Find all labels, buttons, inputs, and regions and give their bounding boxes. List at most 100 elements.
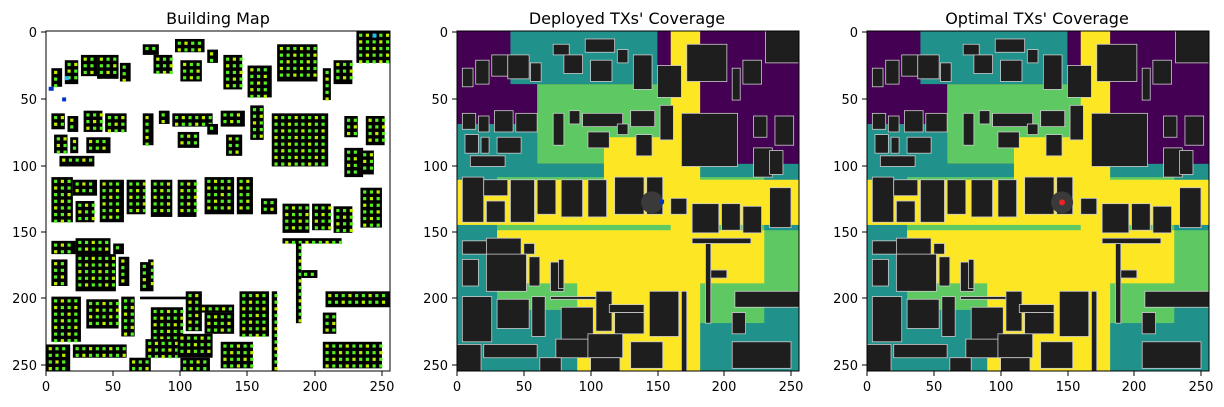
ue-marker xyxy=(321,116,325,120)
ue-marker xyxy=(336,69,340,73)
ue-marker xyxy=(161,355,165,359)
ue-marker xyxy=(95,146,99,150)
ue-marker xyxy=(274,313,278,318)
building xyxy=(710,269,728,279)
ue-marker xyxy=(188,320,192,324)
ue-marker xyxy=(347,125,351,129)
ue-marker xyxy=(359,46,363,51)
ue-marker xyxy=(142,264,146,268)
ue-marker xyxy=(230,357,234,361)
ue-marker xyxy=(78,276,82,280)
ue-marker xyxy=(256,94,261,98)
ue-marker xyxy=(180,343,184,347)
ue-marker xyxy=(232,70,236,75)
ue-marker xyxy=(372,40,376,44)
ue-marker xyxy=(348,300,352,304)
ue-marker xyxy=(54,84,58,88)
ue-marker xyxy=(279,60,284,64)
ue-marker xyxy=(63,150,67,154)
ue-marker xyxy=(91,276,95,280)
x-tick-label: 50 xyxy=(105,380,122,395)
ue-marker xyxy=(285,206,289,210)
ue-marker xyxy=(70,125,74,129)
ue-marker xyxy=(239,77,243,81)
building xyxy=(461,176,485,223)
ue-marker xyxy=(91,283,95,287)
ue-marker xyxy=(115,353,120,357)
ue-marker xyxy=(99,119,103,124)
ue-marker xyxy=(308,116,312,120)
building xyxy=(1045,134,1063,157)
ue-marker xyxy=(54,339,58,343)
ue-marker xyxy=(372,351,376,355)
ue-marker xyxy=(328,300,332,304)
building xyxy=(469,155,506,167)
ue-marker xyxy=(89,308,93,312)
ue-marker xyxy=(114,116,118,120)
ue-marker xyxy=(142,208,146,213)
ue-marker xyxy=(166,189,171,193)
building xyxy=(75,254,116,292)
ue-marker xyxy=(301,135,305,140)
ue-marker xyxy=(291,206,296,210)
ue-marker xyxy=(122,353,126,357)
ue-marker xyxy=(375,125,379,129)
ue-marker xyxy=(313,73,317,77)
ue-marker xyxy=(372,46,376,51)
ue-marker xyxy=(54,206,58,210)
ue-marker xyxy=(223,357,227,361)
ue-marker xyxy=(230,351,234,355)
ue-marker xyxy=(294,135,298,140)
building xyxy=(742,59,762,85)
ue-marker xyxy=(363,190,367,194)
ue-marker xyxy=(193,208,198,213)
ue-marker xyxy=(226,77,230,81)
ue-marker xyxy=(226,57,230,61)
ue-marker xyxy=(242,313,246,318)
ue-marker xyxy=(228,150,232,154)
ue-marker xyxy=(75,189,79,193)
ue-marker xyxy=(84,283,89,287)
ue-marker xyxy=(332,351,336,355)
ue-marker xyxy=(78,240,82,245)
ue-marker xyxy=(321,155,325,160)
ue-marker xyxy=(314,135,318,140)
building xyxy=(1058,290,1090,337)
ue-marker xyxy=(347,131,351,136)
ue-marker xyxy=(379,53,383,57)
ue-marker xyxy=(274,155,278,160)
ue-marker xyxy=(227,179,231,183)
ue-marker xyxy=(314,206,318,210)
tx-marker xyxy=(372,33,377,38)
ue-marker xyxy=(105,263,109,267)
ue-marker xyxy=(207,336,211,340)
ue-marker xyxy=(115,208,120,213)
ue-marker xyxy=(123,332,128,336)
x-tick-label: 100 xyxy=(989,380,1014,395)
building xyxy=(475,59,490,85)
ue-marker xyxy=(180,202,184,206)
ue-marker xyxy=(160,189,164,193)
ue-marker xyxy=(369,203,374,207)
ue-marker xyxy=(342,62,347,67)
ue-marker xyxy=(67,76,71,80)
ue-marker xyxy=(332,315,336,319)
ue-marker xyxy=(60,325,64,330)
ue-marker xyxy=(242,333,246,338)
ue-marker xyxy=(347,118,351,122)
ue-marker xyxy=(84,203,89,207)
ue-marker xyxy=(63,143,67,148)
ue-marker xyxy=(166,202,171,206)
ue-marker xyxy=(75,158,79,162)
ue-marker xyxy=(193,336,198,340)
ue-marker xyxy=(376,216,380,221)
building xyxy=(721,203,741,231)
ue-marker xyxy=(298,252,302,256)
ue-marker xyxy=(153,316,157,320)
ue-marker xyxy=(175,116,179,120)
ue-marker xyxy=(187,189,191,193)
ue-marker xyxy=(252,108,257,112)
ue-marker xyxy=(259,108,263,112)
ue-marker xyxy=(236,357,241,361)
ue-marker xyxy=(102,315,106,319)
